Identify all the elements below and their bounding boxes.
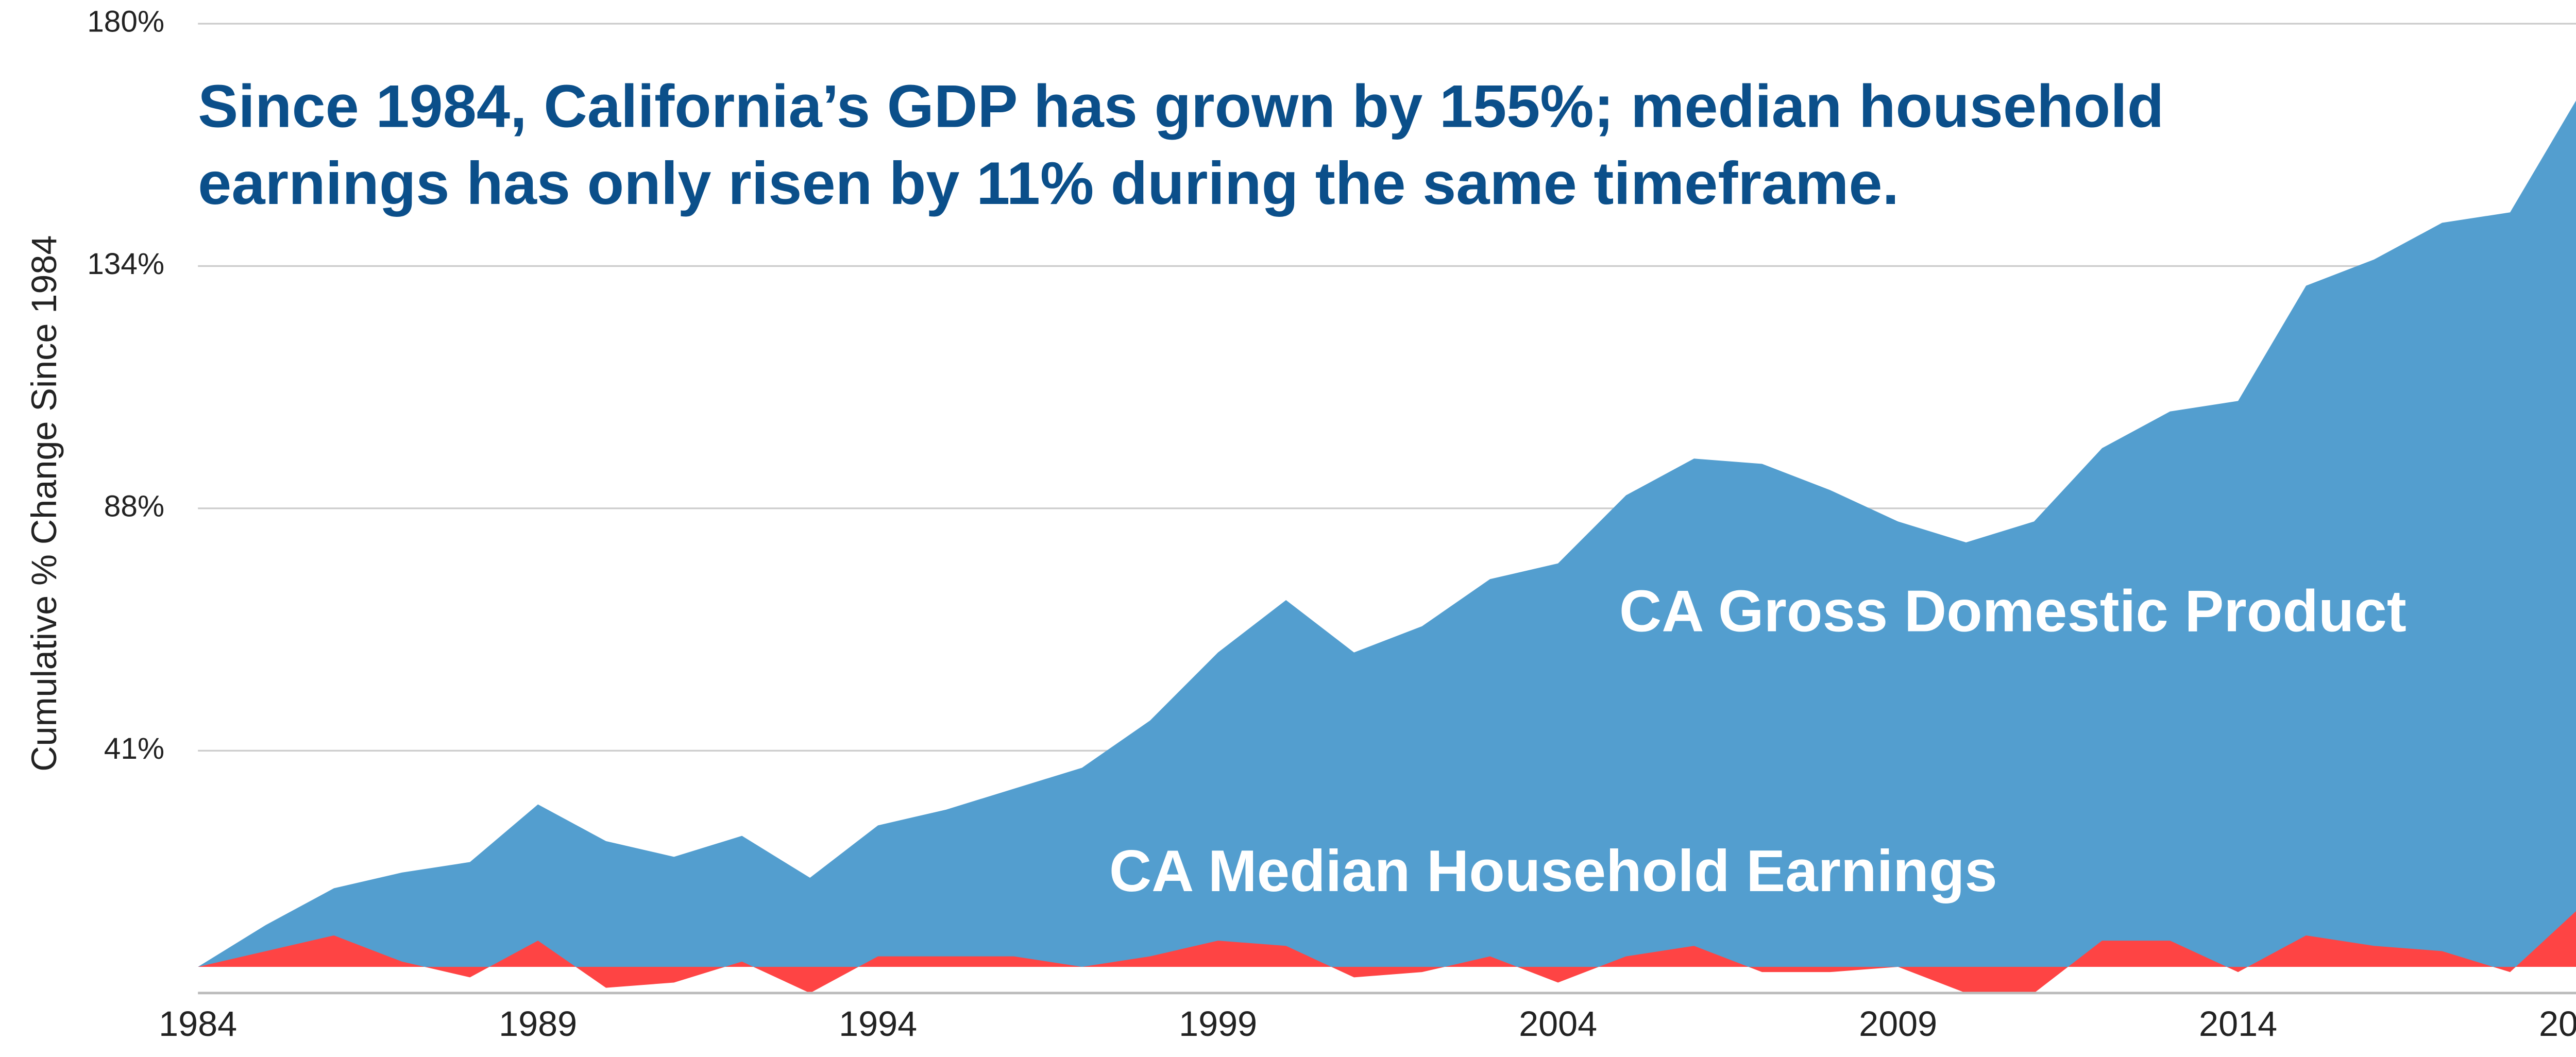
area	[198, 100, 2576, 967]
chart-title: earnings has only risen by 11% during th…	[198, 149, 1899, 217]
y-tick-label: 180%	[87, 5, 164, 39]
x-tick-label: 2014	[2199, 1004, 2277, 1044]
x-tick-label: 1994	[839, 1004, 917, 1044]
chart-title: Since 1984, California’s GDP has grown b…	[198, 72, 2164, 140]
y-axis-label: Cumulative % Change Since 1984	[25, 235, 64, 772]
x-tick-label: 2019	[2539, 1004, 2576, 1044]
y-tick-label: 134%	[87, 247, 164, 281]
x-tick-label: 2009	[1859, 1004, 1937, 1044]
x-tick-label: 2004	[1519, 1004, 1597, 1044]
series-label: CA Gross Domestic Product	[1619, 578, 2406, 644]
y-tick-label: 88%	[104, 489, 164, 523]
x-tick-label: 1999	[1179, 1004, 1257, 1044]
area	[198, 911, 2576, 993]
y-tick-label: 41%	[104, 732, 164, 765]
x-tick-label: 1984	[159, 1004, 237, 1044]
series-label: CA Median Household Earnings	[1109, 839, 1997, 904]
x-tick-label: 1989	[499, 1004, 577, 1044]
